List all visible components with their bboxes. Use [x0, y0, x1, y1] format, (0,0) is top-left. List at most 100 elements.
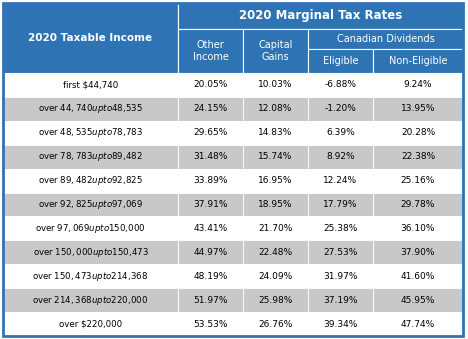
Bar	[3, 168, 178, 193]
Bar	[243, 217, 308, 240]
Text: 31.48%: 31.48%	[193, 152, 228, 161]
Text: 53.53%: 53.53%	[193, 320, 228, 328]
Text: 2020 Marginal Tax Rates: 2020 Marginal Tax Rates	[239, 9, 402, 22]
Bar	[243, 145, 308, 168]
Text: 27.53%: 27.53%	[323, 248, 358, 257]
Text: 25.38%: 25.38%	[323, 224, 358, 233]
Bar	[243, 97, 308, 121]
Text: over $150,000 up to $150,473: over $150,000 up to $150,473	[33, 246, 148, 259]
Text: over $48,535 up to $78,783: over $48,535 up to $78,783	[38, 126, 143, 139]
Bar	[308, 312, 373, 336]
Text: 51.97%: 51.97%	[193, 296, 228, 305]
Bar	[3, 312, 178, 336]
Bar	[308, 145, 373, 168]
Text: 16.95%: 16.95%	[258, 176, 293, 185]
Text: 22.48%: 22.48%	[258, 248, 292, 257]
Bar	[308, 168, 373, 193]
Text: 10.03%: 10.03%	[258, 80, 293, 89]
Text: over $89,482 up to $92,825: over $89,482 up to $92,825	[38, 174, 143, 187]
Bar	[3, 264, 178, 288]
Text: over $150,473 up to $214,368: over $150,473 up to $214,368	[32, 270, 148, 283]
Bar	[3, 121, 178, 145]
Bar	[373, 193, 463, 217]
Bar	[243, 168, 308, 193]
Text: 24.15%: 24.15%	[193, 104, 227, 113]
Bar	[308, 73, 373, 97]
Text: 2020 Taxable Income: 2020 Taxable Income	[29, 33, 153, 43]
Bar	[373, 264, 463, 288]
Text: Canadian Dividends: Canadian Dividends	[336, 34, 434, 44]
Text: 31.97%: 31.97%	[323, 272, 358, 281]
Text: 39.34%: 39.34%	[323, 320, 358, 328]
Bar	[373, 312, 463, 336]
Bar	[178, 312, 243, 336]
Bar	[373, 240, 463, 264]
Text: 33.89%: 33.89%	[193, 176, 228, 185]
Text: Other
Income: Other Income	[192, 40, 228, 62]
Text: Non-Eligible: Non-Eligible	[389, 56, 447, 66]
Bar	[178, 168, 243, 193]
Bar	[308, 29, 463, 49]
Text: 47.74%: 47.74%	[401, 320, 435, 328]
Text: over $214,368 up to $220,000: over $214,368 up to $220,000	[32, 294, 148, 307]
Text: Capital
Gains: Capital Gains	[258, 40, 292, 62]
Bar	[178, 29, 243, 73]
Text: Eligible: Eligible	[323, 56, 358, 66]
Bar	[373, 145, 463, 168]
Text: 21.70%: 21.70%	[258, 224, 292, 233]
Bar	[308, 97, 373, 121]
Bar	[3, 145, 178, 168]
Bar	[3, 217, 178, 240]
Bar	[3, 3, 178, 73]
Text: 13.95%: 13.95%	[401, 104, 435, 113]
Text: over $97,069 up to $150,000: over $97,069 up to $150,000	[35, 222, 146, 235]
Text: 43.41%: 43.41%	[193, 224, 227, 233]
Text: 25.98%: 25.98%	[258, 296, 292, 305]
Text: over $44,740 up to $48,535: over $44,740 up to $48,535	[38, 102, 143, 115]
Bar	[373, 73, 463, 97]
Bar	[243, 193, 308, 217]
Text: 20.28%: 20.28%	[401, 128, 435, 137]
Bar	[3, 193, 178, 217]
Text: 37.19%: 37.19%	[323, 296, 358, 305]
Text: 44.97%: 44.97%	[193, 248, 227, 257]
Bar	[308, 217, 373, 240]
Bar	[373, 97, 463, 121]
Bar	[178, 121, 243, 145]
Bar	[373, 217, 463, 240]
Text: 14.83%: 14.83%	[258, 128, 292, 137]
Text: 15.74%: 15.74%	[258, 152, 292, 161]
Bar	[178, 97, 243, 121]
Bar	[243, 29, 308, 73]
Text: first $44,740: first $44,740	[63, 80, 118, 89]
Text: 41.60%: 41.60%	[401, 272, 435, 281]
Bar	[178, 288, 243, 312]
Bar	[243, 240, 308, 264]
Bar	[243, 121, 308, 145]
Bar	[3, 240, 178, 264]
Text: 12.24%: 12.24%	[323, 176, 358, 185]
Text: -6.88%: -6.88%	[324, 80, 357, 89]
Bar	[308, 49, 373, 73]
Bar	[178, 193, 243, 217]
Bar	[243, 312, 308, 336]
Bar	[243, 288, 308, 312]
Bar	[178, 145, 243, 168]
Bar	[373, 288, 463, 312]
Text: 18.95%: 18.95%	[258, 200, 293, 209]
Text: 37.91%: 37.91%	[193, 200, 228, 209]
Bar	[308, 193, 373, 217]
Text: 29.65%: 29.65%	[193, 128, 228, 137]
Bar	[243, 264, 308, 288]
Bar	[308, 240, 373, 264]
Bar	[373, 168, 463, 193]
Text: 6.39%: 6.39%	[326, 128, 355, 137]
Bar	[308, 121, 373, 145]
Bar	[178, 217, 243, 240]
Text: over $220,000: over $220,000	[59, 320, 122, 328]
Text: over $78,783 up to $89,482: over $78,783 up to $89,482	[38, 150, 143, 163]
Bar	[178, 73, 243, 97]
Bar	[178, 240, 243, 264]
Text: 36.10%: 36.10%	[401, 224, 435, 233]
Text: over $92,825 up to $97,069: over $92,825 up to $97,069	[38, 198, 143, 211]
